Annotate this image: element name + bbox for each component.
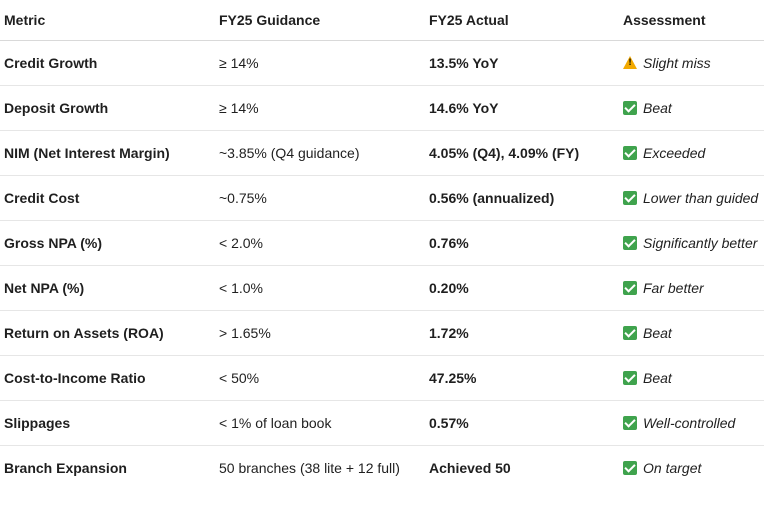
guidance-cell: > 1.65% bbox=[215, 310, 425, 356]
header-guidance: FY25 Guidance bbox=[215, 0, 425, 41]
warning-icon bbox=[623, 56, 637, 69]
check-icon bbox=[623, 416, 637, 430]
guidance-cell: ~3.85% (Q4 guidance) bbox=[215, 130, 425, 176]
assessment-cell: Beat bbox=[619, 310, 764, 356]
check-icon bbox=[623, 461, 637, 475]
actual-cell: 1.72% bbox=[425, 310, 619, 356]
header-metric: Metric bbox=[0, 0, 215, 41]
guidance-cell: ~0.75% bbox=[215, 175, 425, 221]
metric-cell: Net NPA (%) bbox=[0, 265, 215, 311]
table-row: Net NPA (%) < 1.0% 0.20% Far better bbox=[0, 265, 764, 311]
header-actual: FY25 Actual bbox=[425, 0, 619, 41]
metric-cell: NIM (Net Interest Margin) bbox=[0, 130, 215, 176]
metric-cell: Slippages bbox=[0, 400, 215, 446]
actual-cell: 4.05% (Q4), 4.09% (FY) bbox=[425, 130, 619, 176]
assessment-label: Slight miss bbox=[643, 55, 711, 71]
table-row: Credit Growth≥ 14%13.5% YoY Slight miss bbox=[0, 40, 764, 86]
assessment-label: Well-controlled bbox=[643, 415, 736, 431]
assessment-label: Beat bbox=[643, 100, 672, 116]
actual-cell: 0.57% bbox=[425, 400, 619, 446]
assessment-cell: Lower than guided bbox=[619, 175, 764, 221]
guidance-cell: ≥ 14% bbox=[215, 85, 425, 131]
table-row: Cost-to-Income Ratio < 50% 47.25% Beat bbox=[0, 355, 764, 401]
check-icon bbox=[623, 191, 637, 205]
guidance-cell: < 1% of loan book bbox=[215, 400, 425, 446]
assessment-cell: Exceeded bbox=[619, 130, 764, 176]
assessment-label: Exceeded bbox=[643, 145, 706, 161]
metric-cell: Deposit Growth bbox=[0, 85, 215, 131]
check-icon bbox=[623, 326, 637, 340]
metric-cell: Branch Expansion bbox=[4, 460, 127, 476]
table-row: Slippages < 1% of loan book 0.57% Well-cont… bbox=[0, 400, 764, 446]
actual-cell: Achieved 50 bbox=[429, 460, 511, 476]
assessment-cell: Significantly better bbox=[619, 220, 764, 266]
assessment-label: Beat bbox=[643, 325, 672, 341]
guidance-cell: < 1.0% bbox=[215, 265, 425, 311]
assessment-cell: Beat bbox=[619, 85, 764, 131]
header-row: Metric FY25 Guidance FY25 Actual Assessm… bbox=[0, 0, 764, 41]
table-row: Branch Expansion 50 branches (38 lite + 1… bbox=[0, 446, 764, 506]
table-row: Deposit Growth ≥ 14% 14.6% YoY Beat bbox=[0, 85, 764, 131]
check-icon bbox=[623, 101, 637, 115]
assessment-label: Significantly better bbox=[643, 235, 758, 251]
table-row: Return on Assets (ROA) > 1.65% 1.72% Beat bbox=[0, 310, 764, 356]
metric-cell: Return on Assets (ROA) bbox=[0, 310, 215, 356]
actual-cell: 0.76% bbox=[425, 220, 619, 266]
actual-cell: 13.5% YoY bbox=[425, 40, 619, 86]
check-icon bbox=[623, 146, 637, 160]
assessment-cell: Beat bbox=[619, 355, 764, 401]
check-icon bbox=[623, 371, 637, 385]
header-assessment: Assessment bbox=[619, 0, 764, 41]
actual-cell: 0.56% (annualized) bbox=[425, 175, 619, 221]
guidance-cell: ≥ 14% bbox=[215, 40, 425, 86]
assessment-cell: Far better bbox=[619, 265, 764, 311]
assessment-label: Lower than guided bbox=[643, 190, 759, 206]
guidance-cell: < 2.0% bbox=[215, 220, 425, 266]
metric-cell: Cost-to-Income Ratio bbox=[0, 355, 215, 401]
actual-cell: 14.6% YoY bbox=[425, 85, 619, 131]
assessment-cell: Slight miss bbox=[619, 40, 764, 86]
assessment-cell: Well-controlled bbox=[619, 400, 764, 446]
assessment-label: On target bbox=[643, 460, 702, 476]
assessment-label: Beat bbox=[643, 370, 672, 386]
table-row: Gross NPA (%) < 2.0% 0.76% Significantly be… bbox=[0, 220, 764, 266]
check-icon bbox=[623, 281, 637, 295]
metric-cell: Credit Growth bbox=[0, 40, 215, 86]
actual-cell: 0.20% bbox=[425, 265, 619, 311]
metric-cell: Gross NPA (%) bbox=[0, 220, 215, 266]
metric-cell: Credit Cost bbox=[0, 175, 215, 221]
table-row: NIM (Net Interest Margin) ~3.85% (Q4 guid… bbox=[0, 130, 764, 176]
check-icon bbox=[623, 236, 637, 250]
assessment-cell: On target bbox=[619, 446, 764, 506]
actual-cell: 47.25% bbox=[425, 355, 619, 401]
guidance-cell: < 50% bbox=[215, 355, 425, 401]
assessment-label: Far better bbox=[643, 280, 704, 296]
guidance-cell: 50 branches (38 lite + 12 full) bbox=[219, 460, 400, 476]
table-body: Credit Growth≥ 14%13.5% YoY Slight miss De… bbox=[0, 40, 764, 506]
table-row: Credit Cost ~0.75% 0.56% (annualized) Lower… bbox=[0, 175, 764, 221]
